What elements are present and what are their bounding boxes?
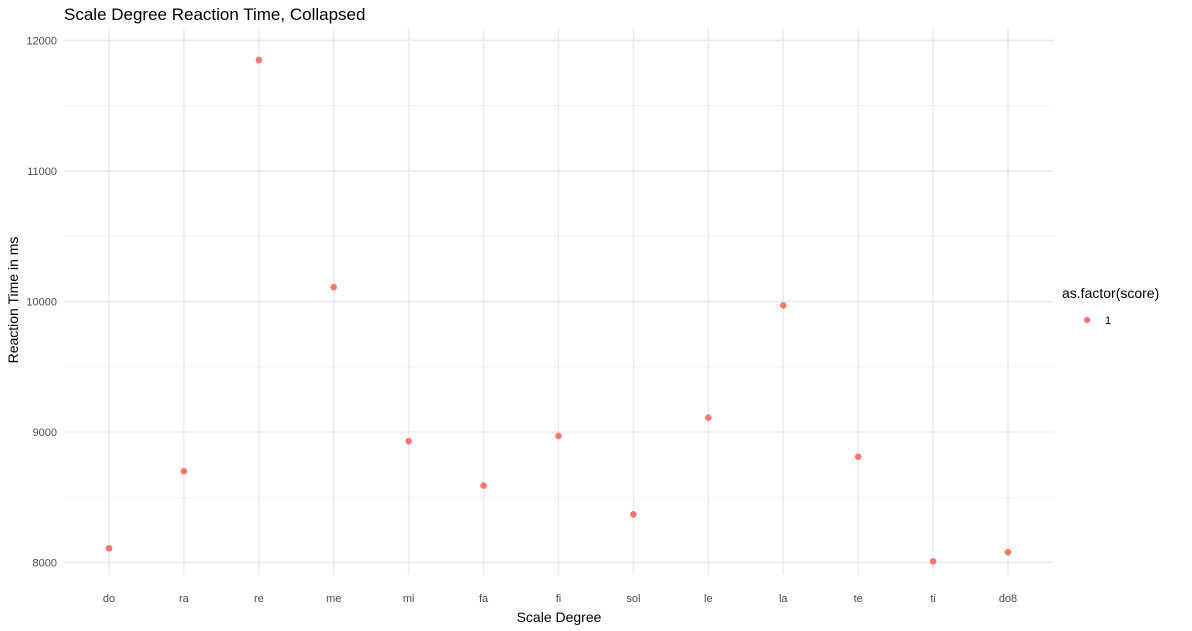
data-point — [405, 437, 412, 445]
x-tick-label: sol — [626, 593, 640, 605]
x-tick-label: do — [103, 593, 115, 605]
data-point — [480, 482, 487, 489]
x-tick-label: fa — [479, 593, 489, 605]
x-tick-labels: do ra re me mi fa fi sol le la te ti do8 — [103, 593, 1017, 605]
legend: as.factor(score) 1 — [1062, 285, 1159, 327]
y-tick-label: 12000 — [26, 35, 57, 47]
x-tick-label: le — [704, 593, 713, 605]
data-point — [705, 414, 712, 421]
data-point — [779, 302, 787, 309]
data-point — [1004, 548, 1012, 556]
x-tick-label: mi — [403, 593, 415, 605]
legend-key-point — [1083, 316, 1091, 324]
data-point — [105, 544, 113, 552]
y-tick-label: 9000 — [33, 427, 57, 439]
legend-title: as.factor(score) — [1062, 285, 1159, 301]
chart-title: Scale Degree Reaction Time, Collapsed — [64, 5, 365, 24]
x-tick-label: me — [326, 593, 341, 605]
data-point — [255, 56, 263, 64]
data-point — [555, 432, 562, 440]
y-tick-labels: 8000 9000 10000 11000 12000 — [26, 35, 57, 569]
x-tick-label: ra — [179, 593, 190, 605]
x-tick-label: do8 — [999, 593, 1017, 605]
data-point — [854, 453, 862, 461]
x-tick-label: ti — [930, 593, 936, 605]
y-tick-label: 11000 — [27, 166, 57, 178]
data-point — [929, 557, 937, 565]
y-tick-label: 10000 — [26, 297, 57, 309]
data-point — [630, 510, 637, 518]
x-axis-title: Scale Degree — [517, 609, 602, 625]
y-axis-title: Reaction Time in ms — [5, 237, 21, 364]
data-points — [105, 56, 1012, 565]
grid-lines — [64, 28, 1054, 575]
data-point — [180, 467, 188, 475]
x-tick-label: la — [779, 593, 788, 605]
x-tick-label: re — [254, 593, 264, 605]
data-point — [330, 283, 338, 291]
x-tick-label: fi — [556, 593, 562, 605]
y-tick-label: 8000 — [33, 558, 57, 570]
x-tick-label: te — [854, 593, 863, 605]
legend-label: 1 — [1105, 315, 1111, 327]
